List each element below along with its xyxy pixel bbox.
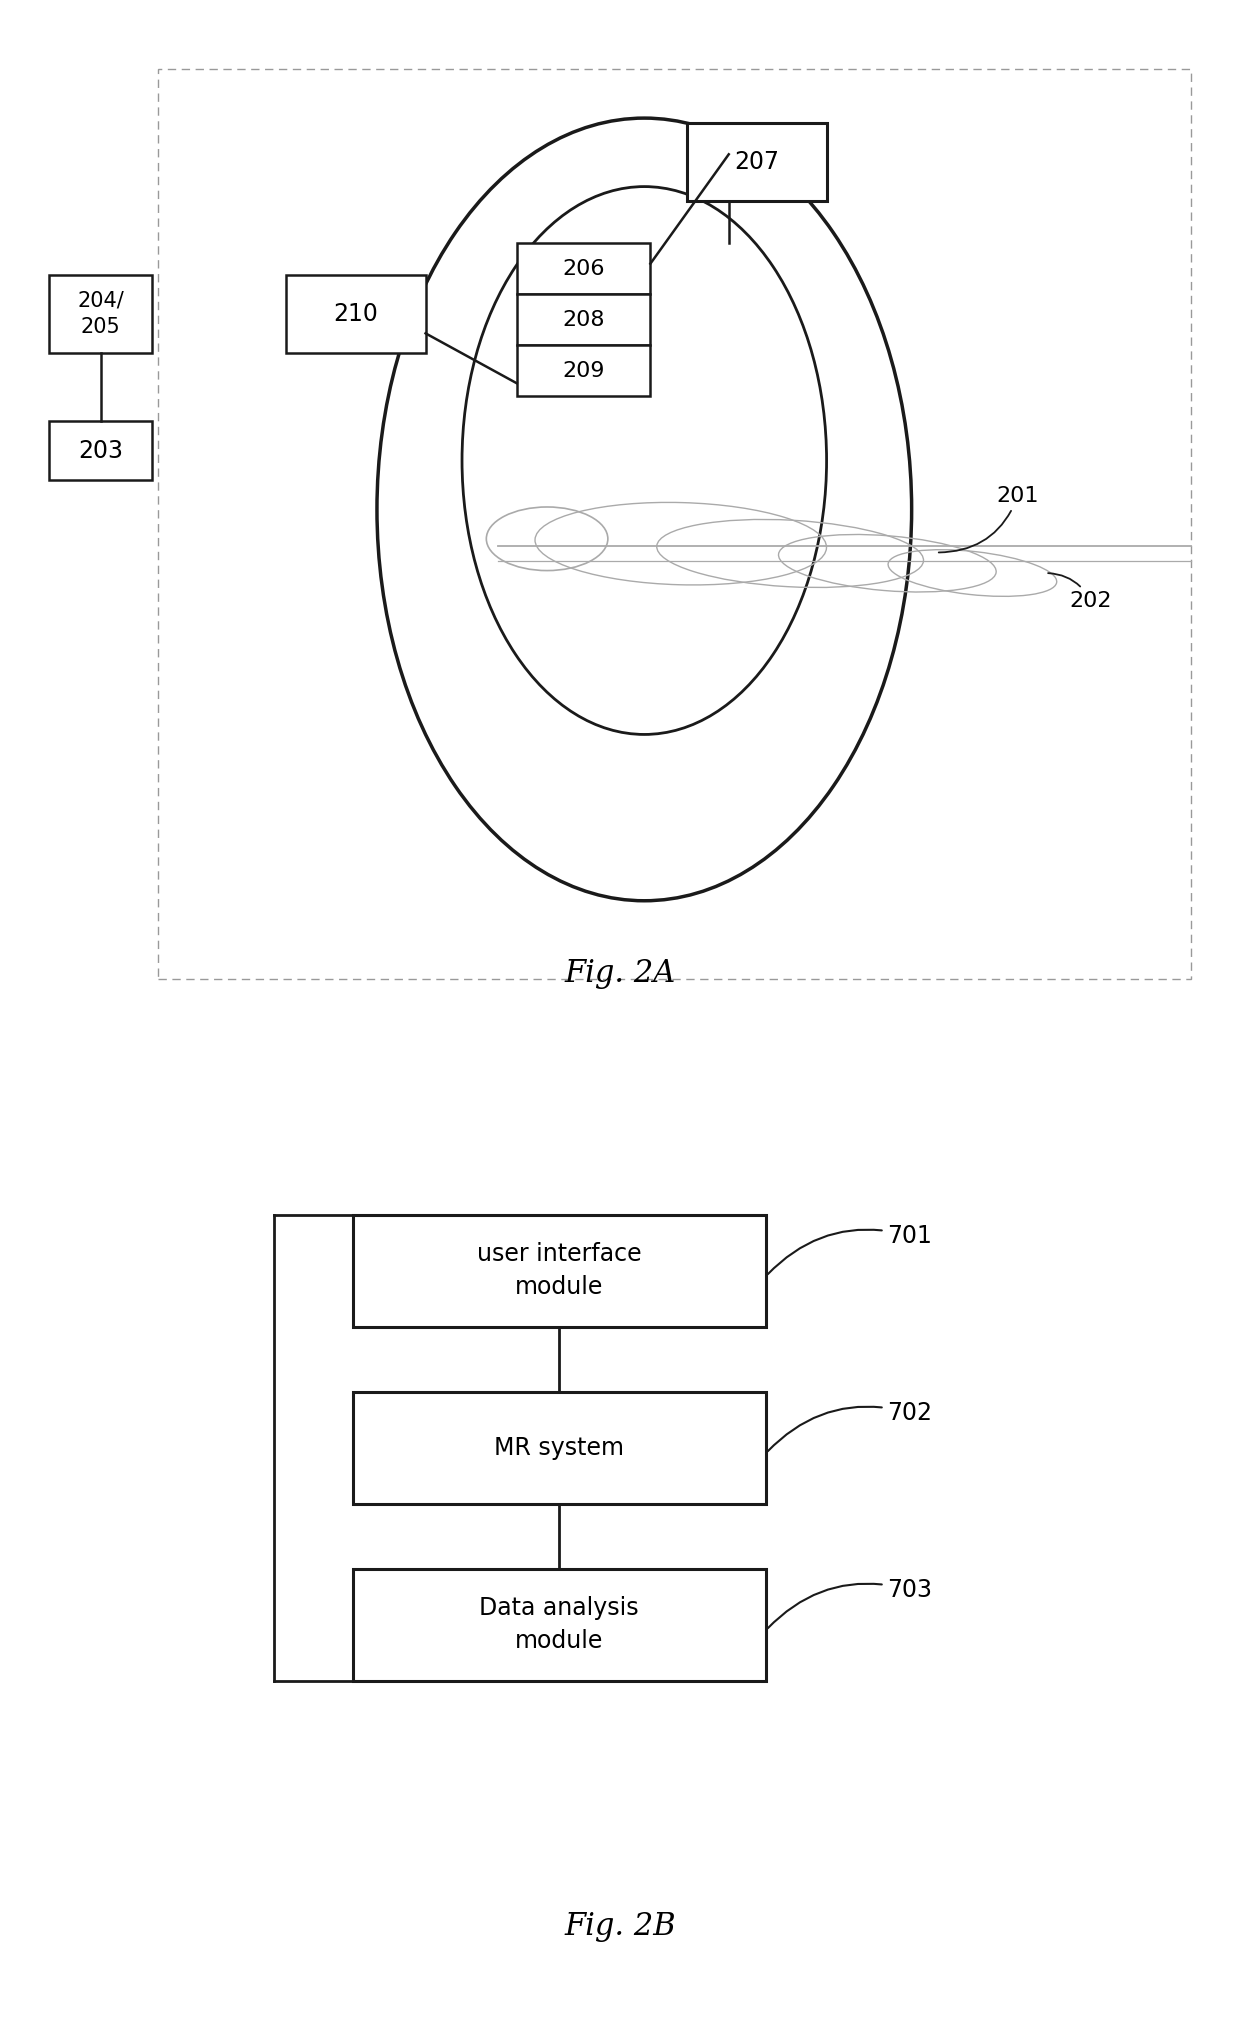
FancyBboxPatch shape (285, 274, 425, 353)
FancyBboxPatch shape (687, 124, 827, 201)
FancyBboxPatch shape (48, 422, 153, 480)
Text: 210: 210 (334, 302, 378, 326)
FancyBboxPatch shape (517, 243, 650, 294)
Text: 206: 206 (562, 259, 605, 280)
FancyBboxPatch shape (517, 294, 650, 345)
Text: 201: 201 (939, 486, 1039, 553)
Text: Fig. 2B: Fig. 2B (564, 1911, 676, 1942)
Text: 204/
205: 204/ 205 (77, 290, 124, 336)
Text: 208: 208 (562, 310, 605, 330)
Text: 202: 202 (1048, 574, 1112, 612)
Text: user interface
module: user interface module (477, 1243, 641, 1299)
Text: 207: 207 (734, 150, 779, 174)
FancyBboxPatch shape (352, 1214, 766, 1326)
Text: 209: 209 (562, 361, 605, 381)
FancyBboxPatch shape (352, 1393, 766, 1504)
FancyBboxPatch shape (48, 274, 153, 353)
Text: Fig. 2A: Fig. 2A (564, 959, 676, 989)
FancyBboxPatch shape (352, 1569, 766, 1680)
Text: MR system: MR system (495, 1435, 624, 1459)
Text: 702: 702 (768, 1401, 932, 1451)
Text: Data analysis
module: Data analysis module (480, 1595, 639, 1654)
FancyBboxPatch shape (517, 345, 650, 395)
Text: 701: 701 (768, 1224, 932, 1275)
Text: 203: 203 (78, 438, 123, 462)
Text: 703: 703 (768, 1577, 932, 1628)
Bar (159, 69, 1192, 979)
